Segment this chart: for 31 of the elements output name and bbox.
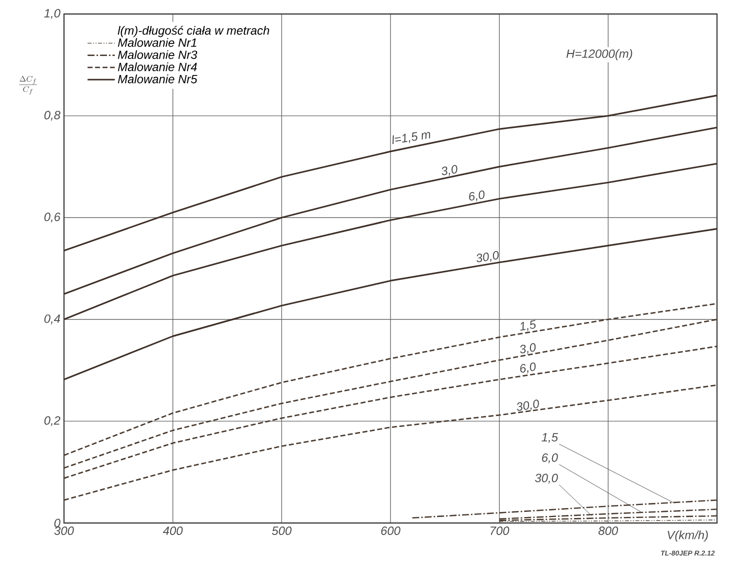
y-tick-label: 0,6 <box>44 212 60 223</box>
x-tick-label: 300 <box>54 526 74 535</box>
annotation: 6,0 <box>469 190 484 202</box>
x-tick-label: 400 <box>162 526 183 535</box>
y-tick-label: 0,8 <box>44 110 60 121</box>
x-tick-label: 500 <box>272 526 292 535</box>
annotation: 1,5 <box>542 433 558 443</box>
y-tick-label: 0,2 <box>44 416 60 426</box>
annotation: 6,0 <box>520 362 536 374</box>
y-tick-label: 1,0 <box>44 9 60 19</box>
annotation: 30,0 <box>535 474 558 484</box>
legend-label: Malowanie Nr4 <box>118 62 197 72</box>
x-axis-title: V(km/h) <box>668 530 708 542</box>
legend-label: Malowanie Nr1 <box>118 38 196 47</box>
y-axis-title: $\frac{\Delta C_f}{C_f}$ <box>19 76 38 94</box>
x-tick-label: 800 <box>598 526 618 535</box>
y-tick-label: 0,4 <box>44 314 60 324</box>
annotation: 3,0 <box>442 164 458 176</box>
annotation: 3,0 <box>520 343 536 354</box>
legend-title: l(m)-długość ciała w metrach <box>118 26 270 38</box>
y-tick-label: 0 <box>54 518 60 528</box>
legend-label: Malowanie Nr5 <box>118 74 198 84</box>
annotation: l=1,5 m <box>392 132 430 144</box>
x-tick-label: 600 <box>381 526 400 535</box>
annotation: 6,0 <box>542 453 558 464</box>
annotation: H=12000(m) <box>566 49 632 60</box>
annotation: 30,0 <box>516 400 539 411</box>
legend-label: Malowanie Nr3 <box>118 50 198 60</box>
annotation: 1,5 <box>520 320 536 332</box>
x-tick-label: 700 <box>490 526 510 535</box>
annotation: 30,0 <box>476 251 499 262</box>
